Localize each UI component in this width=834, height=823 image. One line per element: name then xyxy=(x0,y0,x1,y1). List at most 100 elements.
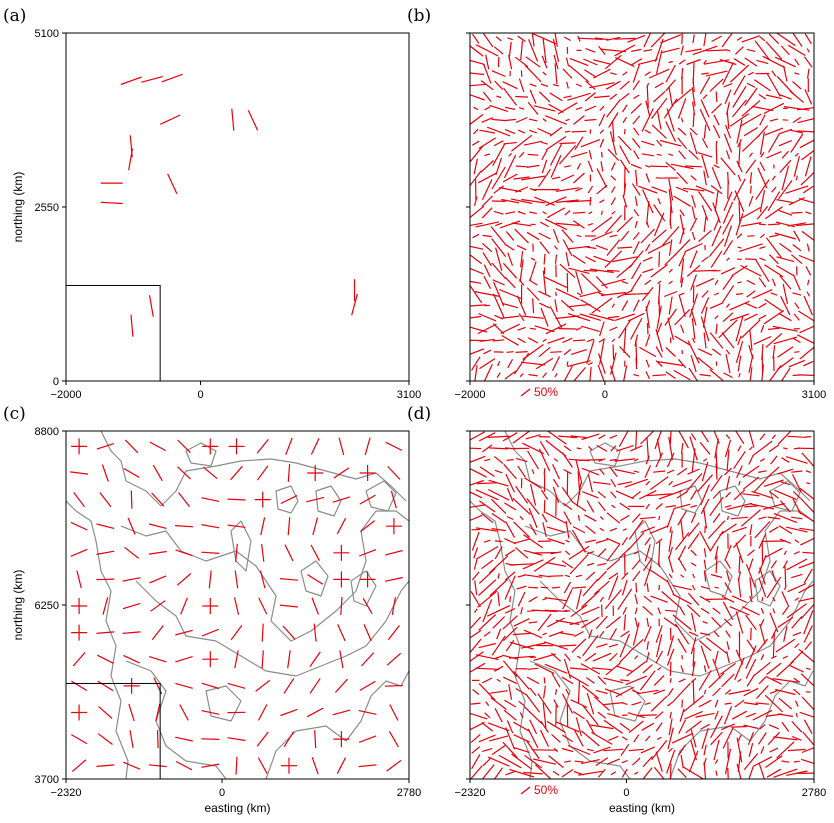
vector-segment xyxy=(782,655,789,659)
vector-segment xyxy=(563,581,572,594)
vector-segment xyxy=(703,33,707,47)
vector-segment xyxy=(487,435,510,438)
vector-segment xyxy=(516,295,527,316)
vector-segment xyxy=(256,465,269,481)
vector-segment xyxy=(71,759,87,773)
vector-segment xyxy=(745,614,757,631)
vector-segment xyxy=(677,358,687,369)
vector-segment xyxy=(470,315,482,319)
vector-segment xyxy=(640,526,655,533)
vector-segment xyxy=(478,614,497,631)
vector-segment xyxy=(478,642,496,649)
vector-segment xyxy=(150,600,166,612)
vector-segment xyxy=(721,285,735,303)
vector-segment xyxy=(679,292,685,296)
vector-segment xyxy=(203,466,218,480)
vector-segment xyxy=(633,458,639,462)
vector-segment xyxy=(519,259,524,283)
vector-segment xyxy=(497,573,500,579)
vector-segment xyxy=(575,270,583,294)
x-tick-label: 2780 xyxy=(397,787,421,799)
vector-segment xyxy=(632,299,640,312)
vector-segment xyxy=(258,597,268,615)
vector-segment xyxy=(570,151,588,158)
vector-segment xyxy=(484,712,491,719)
vector-segment xyxy=(776,256,795,263)
vector-segment xyxy=(720,662,736,675)
vector-segment xyxy=(626,661,647,677)
panel-label: (b) xyxy=(407,6,431,26)
vector-segment xyxy=(285,437,293,456)
vector-segment xyxy=(386,759,402,772)
vector-segment xyxy=(280,708,298,717)
vector-segment xyxy=(470,280,482,284)
vector-segment xyxy=(686,604,701,618)
panel-label: (c) xyxy=(3,404,26,424)
vector-segment xyxy=(713,114,720,126)
vector-segment xyxy=(481,195,493,207)
vector-segment xyxy=(564,760,571,763)
vector-segment xyxy=(287,650,291,669)
vector-segment xyxy=(698,191,713,212)
vector-segment xyxy=(607,269,620,272)
vector-segment xyxy=(596,184,608,195)
vector-segment xyxy=(746,639,756,652)
vector-segment xyxy=(124,439,139,454)
vector-segment xyxy=(726,570,730,582)
vector-segment xyxy=(235,756,238,775)
vector-segment xyxy=(793,230,801,242)
vector-segment xyxy=(555,222,580,226)
vector-segment xyxy=(646,493,672,497)
vector-segment xyxy=(677,137,688,150)
vector-segment xyxy=(700,585,710,590)
vector-segment xyxy=(548,575,564,577)
vector-segment xyxy=(579,290,602,298)
vector-segment xyxy=(362,597,373,615)
vector-segment xyxy=(759,233,765,239)
vector-segment xyxy=(668,296,673,315)
vector-segment xyxy=(646,617,650,627)
vector-segment xyxy=(97,733,113,745)
vector-segment xyxy=(609,72,617,75)
vector-segment xyxy=(500,315,520,319)
vector-segment xyxy=(549,92,563,102)
vector-segment xyxy=(503,502,517,511)
vector-segment xyxy=(686,58,701,66)
y-tick-label: 5100 xyxy=(35,28,59,40)
vector-segment xyxy=(575,459,583,485)
vector-segment xyxy=(732,534,747,549)
vector-segment xyxy=(540,720,549,733)
vector-segment xyxy=(703,559,707,570)
vector-segment xyxy=(737,571,742,581)
vector-segment xyxy=(491,70,506,78)
vector-segment xyxy=(688,631,699,637)
vector-segment xyxy=(622,528,627,532)
vector-segment xyxy=(758,314,767,320)
vector-segment xyxy=(479,500,496,513)
vector-segment xyxy=(674,335,691,346)
vector-segment xyxy=(703,548,707,558)
vector-segment xyxy=(476,527,499,532)
vector-segment xyxy=(524,754,543,769)
vector-segment xyxy=(738,142,741,167)
vector-segment xyxy=(655,625,663,643)
vector-segment xyxy=(749,330,753,351)
vector-segment xyxy=(606,558,621,571)
vector-segment xyxy=(800,673,814,687)
vector-segment xyxy=(584,246,597,250)
vector-segment xyxy=(497,360,501,367)
vector-segment xyxy=(798,583,814,594)
vector-segment xyxy=(621,768,628,778)
vector-segment xyxy=(782,606,789,616)
vector-segment xyxy=(722,601,734,621)
vector-segment xyxy=(723,82,733,88)
vector-segment xyxy=(652,374,666,377)
vector-segment xyxy=(711,166,722,190)
vector-segment xyxy=(692,101,696,116)
vector-segment xyxy=(478,432,496,442)
vector-segment xyxy=(539,729,550,747)
vector-segment xyxy=(572,211,586,214)
vector-segment xyxy=(756,59,769,65)
